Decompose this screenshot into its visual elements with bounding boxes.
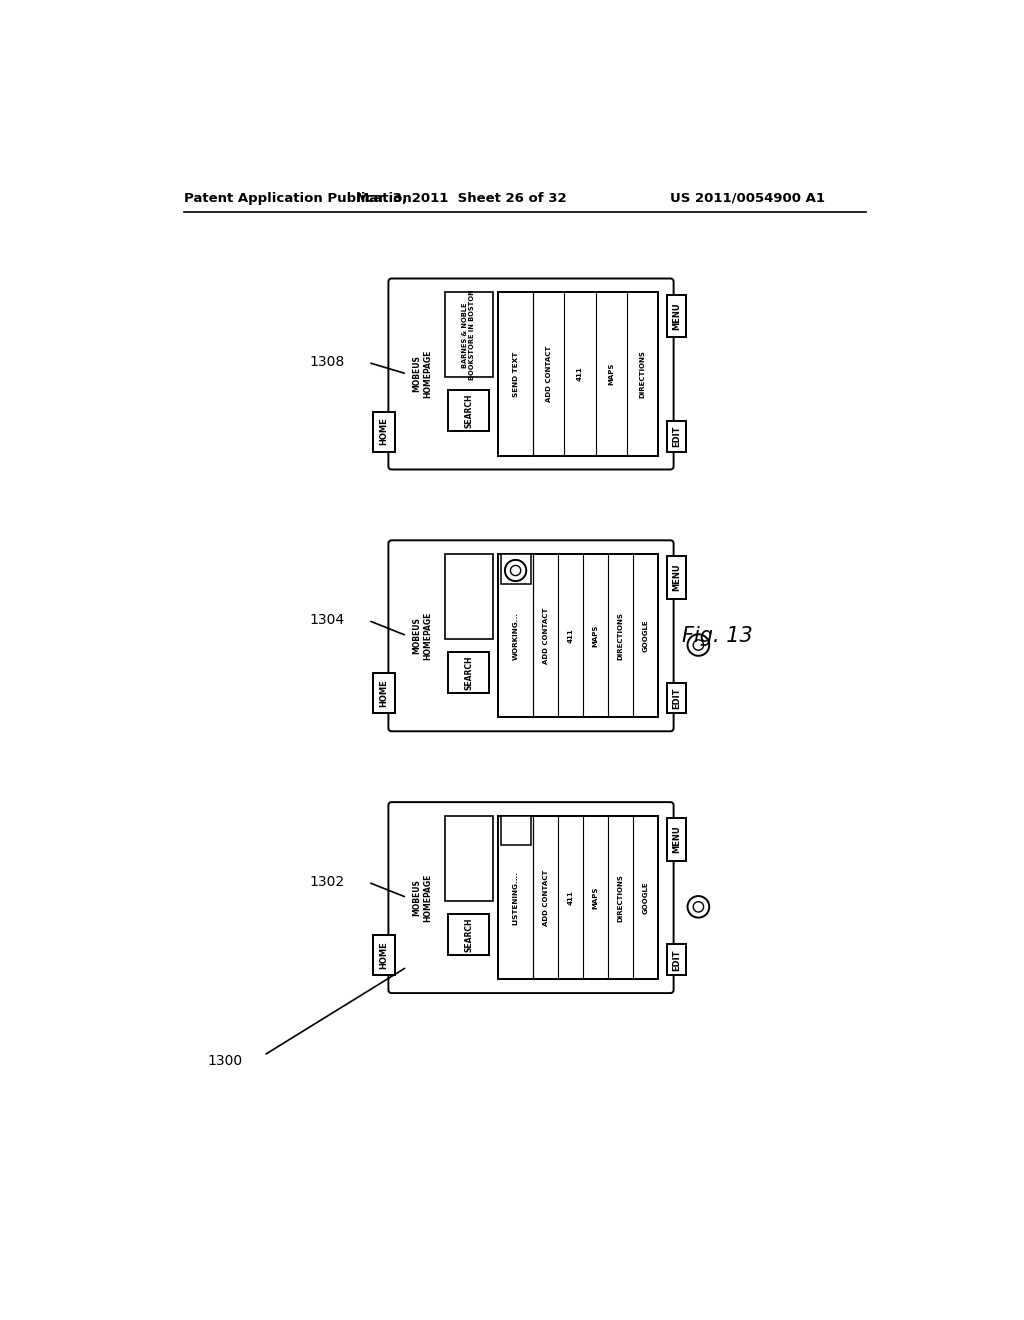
Text: MOBEUS
HOMEPAGE: MOBEUS HOMEPAGE xyxy=(413,611,432,660)
Bar xyxy=(444,554,493,639)
Text: MAPS: MAPS xyxy=(593,887,599,908)
Text: Mar. 3, 2011  Sheet 26 of 32: Mar. 3, 2011 Sheet 26 of 32 xyxy=(356,191,566,205)
Text: DIRECTIONS: DIRECTIONS xyxy=(617,874,624,921)
Text: MENU: MENU xyxy=(672,564,681,591)
Text: SEND TEXT: SEND TEXT xyxy=(513,351,518,397)
Bar xyxy=(668,682,686,713)
Text: 411: 411 xyxy=(567,890,573,906)
Text: 1300: 1300 xyxy=(208,1053,243,1068)
Text: EDIT: EDIT xyxy=(672,949,681,970)
Text: Patent Application Publication: Patent Application Publication xyxy=(183,191,412,205)
Text: SEARCH: SEARCH xyxy=(464,655,473,690)
Bar xyxy=(373,412,394,451)
Bar xyxy=(498,293,658,455)
Bar xyxy=(668,557,686,599)
Text: ADD CONTACT: ADD CONTACT xyxy=(543,607,549,664)
Bar xyxy=(444,816,493,900)
Text: EDIT: EDIT xyxy=(672,425,681,447)
Text: 1304: 1304 xyxy=(310,614,345,627)
FancyBboxPatch shape xyxy=(388,803,674,993)
Bar xyxy=(449,652,489,693)
Text: GOOGLE: GOOGLE xyxy=(643,619,648,652)
Text: BARNES & NOBLE
BOOKSTORE IN BOSTON: BARNES & NOBLE BOOKSTORE IN BOSTON xyxy=(462,289,475,380)
Text: EDIT: EDIT xyxy=(672,688,681,709)
Bar xyxy=(373,673,394,713)
FancyBboxPatch shape xyxy=(388,540,674,731)
Text: SEARCH: SEARCH xyxy=(464,917,473,952)
Text: MOBEUS
HOMEPAGE: MOBEUS HOMEPAGE xyxy=(413,874,432,921)
Bar xyxy=(498,816,658,979)
Text: MAPS: MAPS xyxy=(593,624,599,647)
Text: HOME: HOME xyxy=(379,680,388,708)
Text: 411: 411 xyxy=(567,628,573,643)
Bar xyxy=(373,935,394,975)
FancyBboxPatch shape xyxy=(388,279,674,470)
Text: DIRECTIONS: DIRECTIONS xyxy=(617,612,624,660)
Bar xyxy=(668,818,686,861)
Text: SEARCH: SEARCH xyxy=(464,393,473,428)
Text: ADD CONTACT: ADD CONTACT xyxy=(543,870,549,925)
Bar xyxy=(668,421,686,451)
Bar xyxy=(501,554,530,583)
Text: MENU: MENU xyxy=(672,825,681,853)
Text: LISTENING....: LISTENING.... xyxy=(513,871,518,924)
Text: GOOGLE: GOOGLE xyxy=(643,882,648,913)
Bar xyxy=(449,913,489,954)
Bar xyxy=(449,391,489,432)
Text: 1302: 1302 xyxy=(310,875,345,890)
Bar xyxy=(668,944,686,975)
Text: MENU: MENU xyxy=(672,302,681,330)
Text: US 2011/0054900 A1: US 2011/0054900 A1 xyxy=(671,191,825,205)
Bar xyxy=(501,816,530,845)
Text: MOBEUS
HOMEPAGE: MOBEUS HOMEPAGE xyxy=(413,350,432,399)
Text: HOME: HOME xyxy=(379,417,388,445)
Text: HOME: HOME xyxy=(379,941,388,969)
Text: DIRECTIONS: DIRECTIONS xyxy=(639,350,645,397)
Text: Fig. 13: Fig. 13 xyxy=(682,626,753,645)
Bar xyxy=(668,294,686,337)
Text: ADD CONTACT: ADD CONTACT xyxy=(546,346,552,403)
Bar xyxy=(444,293,493,378)
Text: WORKING...: WORKING... xyxy=(513,611,518,660)
Bar xyxy=(498,554,658,718)
Text: MAPS: MAPS xyxy=(608,363,614,385)
Text: 411: 411 xyxy=(578,367,583,381)
Text: 1308: 1308 xyxy=(309,355,345,370)
